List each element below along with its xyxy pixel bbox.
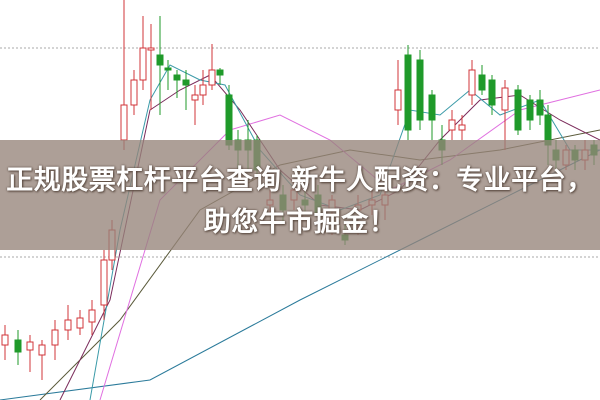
candle-body — [130, 79, 138, 106]
candle-body — [182, 79, 190, 86]
candle-body — [120, 104, 128, 141]
candle-body — [147, 47, 155, 51]
candle-body — [191, 94, 199, 101]
candle-body — [394, 89, 402, 111]
candle-body — [416, 59, 424, 121]
candle-body — [14, 339, 22, 353]
candle-body — [64, 319, 72, 331]
candle-body — [100, 259, 108, 306]
candle-body — [448, 119, 456, 131]
candle-body — [76, 317, 84, 329]
candle-body — [199, 84, 207, 96]
candle-body — [216, 69, 224, 76]
candle-body — [488, 79, 496, 106]
candle-body — [156, 54, 164, 66]
candle-body — [404, 54, 412, 131]
candle-body — [1, 334, 9, 346]
candle-body — [38, 344, 46, 356]
candle-body — [478, 74, 486, 91]
candle-body — [526, 99, 534, 121]
candle-body — [468, 69, 476, 96]
candle-body — [428, 94, 436, 121]
candle-body — [88, 309, 96, 323]
candle-body — [225, 94, 233, 146]
candle-body — [164, 67, 172, 71]
candle-body — [173, 74, 181, 81]
headline-text: 正规股票杠杆平台查询 新牛人配资：专业平台，助您牛市掘金！ — [6, 165, 594, 238]
candle-body — [501, 87, 509, 111]
candle-body — [536, 99, 544, 116]
candle-body — [139, 47, 147, 81]
candle-body — [208, 69, 216, 86]
candle-body — [458, 124, 466, 131]
candle-body — [26, 341, 34, 351]
headline-banner — [0, 140, 600, 250]
candle-body — [51, 329, 59, 346]
candle-body — [514, 89, 522, 131]
